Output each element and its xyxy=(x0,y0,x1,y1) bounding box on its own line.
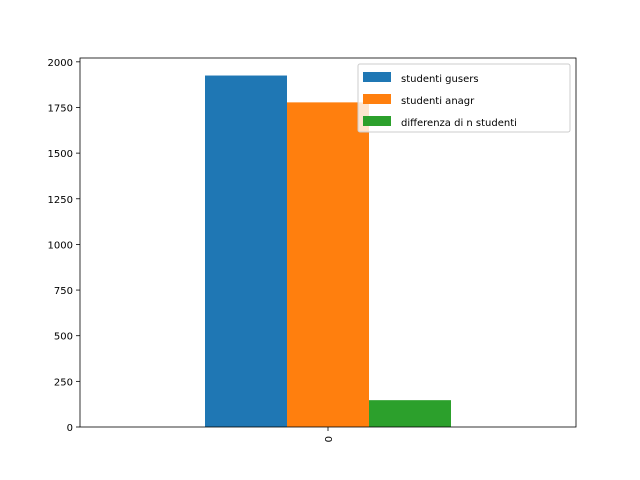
y-tick-label: 1750 xyxy=(48,103,73,114)
y-tick-label: 1500 xyxy=(48,149,73,160)
x-tick-label: 0 xyxy=(324,436,335,442)
y-tick-label: 1250 xyxy=(48,195,73,206)
legend-swatch xyxy=(363,72,391,82)
y-tick-label: 250 xyxy=(54,377,73,388)
bar-1 xyxy=(205,75,287,427)
y-tick-label: 500 xyxy=(54,332,73,343)
legend-label: studenti anagr xyxy=(401,96,475,107)
legend: studenti gusers studenti anagr differenza … xyxy=(357,63,571,133)
y-tick-label: 0 xyxy=(67,423,73,434)
legend-label: studenti gusers xyxy=(401,74,479,85)
y-tick-label: 1000 xyxy=(48,240,73,251)
legend-swatch xyxy=(363,116,391,126)
legend-label: differenza di n studenti xyxy=(401,118,517,129)
plot-area: 0 250 500 750 1000 1250 1500 1750 2000 0 studenti … xyxy=(48,57,577,442)
legend-box xyxy=(357,63,571,133)
y-tick-label: 2000 xyxy=(48,58,73,69)
bar-2 xyxy=(287,102,369,427)
legend-swatch xyxy=(363,94,391,104)
y-tick-label: 750 xyxy=(54,286,73,297)
bar-3 xyxy=(369,400,451,427)
